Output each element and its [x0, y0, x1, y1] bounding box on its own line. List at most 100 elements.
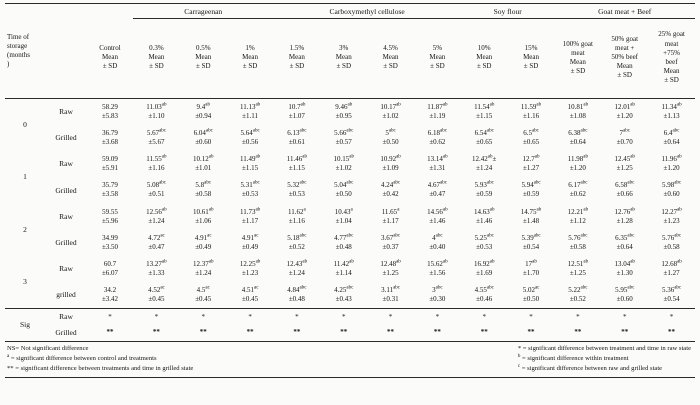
footnote: c = significant difference between raw a… — [517, 364, 663, 373]
value-cell: 4abc ±0.40 — [429, 233, 446, 251]
footnotes-left: NS= Not significant difference a = signif… — [7, 344, 193, 375]
table-head: Time of storage (months) Carrageenan Carboxy… — [5, 3, 695, 99]
group-spacer — [87, 4, 133, 19]
sig-cell: * — [226, 308, 274, 325]
value-cell: 5.32abc ±0.53 — [287, 180, 307, 199]
value-cell: 11.13ab ±1.11 — [239, 102, 261, 120]
footnote: a = significant difference between contr… — [7, 353, 157, 362]
value-cell: 11.34ab ±1.13 — [661, 102, 682, 120]
sig-cell: ** — [413, 325, 461, 342]
value-cell: 6.13abc ±0.61 — [287, 128, 307, 147]
footnote: NS= Not significant difference — [7, 344, 89, 352]
value-cell: 11.03ab ±1.10 — [146, 102, 167, 120]
value-cell: 10.15ab ±1.02 — [333, 154, 354, 173]
table-row: grilled 34.2 ±3.42 4.52ac ±0.45 4.5ac ±0.45 4.5… — [5, 282, 695, 309]
value-cell: 5.93abc ±0.59 — [474, 180, 494, 199]
column-header: 15% Mean ± SD — [507, 18, 555, 99]
sig-cell: * — [133, 308, 180, 325]
column-header: 3% Mean ± SD — [320, 18, 368, 99]
time-label: 3 — [23, 277, 27, 287]
state-label: Raw — [59, 159, 73, 169]
table-row: Grilled 34.99 ±3.50 4.72ac ±0.47 4.91ac ±0.49 4… — [5, 230, 695, 256]
value-cell: 12.21ab ±1.12 — [567, 207, 589, 225]
value-cell: 6.5abc ±0.65 — [522, 128, 540, 147]
state-label: Grilled — [55, 185, 77, 195]
value-cell: 12.42ab± ±1.24 — [472, 154, 497, 173]
value-cell: 12.48ab ±1.25 — [380, 259, 401, 277]
value-cell: 5.31abc ±0.53 — [240, 180, 260, 199]
value-cell: 6.4abc ±0.64 — [663, 128, 680, 147]
footnotes-right: * = significant difference between treat… — [518, 344, 691, 375]
value-cell: 5.18abc ±0.52 — [287, 233, 307, 251]
value-cell: 5.22abc ±0.52 — [568, 285, 588, 304]
value-cell: 5.39abc ±0.54 — [521, 233, 541, 251]
value-cell: 5.04abc ±0.50 — [334, 180, 354, 199]
value-cell: 10.81ab ±1.08 — [567, 102, 589, 120]
value-cell: 5.02ac ±0.50 — [522, 285, 540, 304]
value-cell: 5.8abc ±0.58 — [195, 180, 212, 199]
value-cell: 11.62a ±1.16 — [288, 207, 306, 225]
table-row: 1 Raw 59.09 ±5.91 11.55ab ±1.16 10.12ab ±1.01 11… — [5, 151, 695, 182]
column-header: 1.5% Mean ± SD — [273, 18, 321, 99]
state-column-header — [45, 3, 87, 99]
value-cell: 5abc ±0.50 — [382, 128, 399, 147]
value-cell: 11.98ab ±1.20 — [567, 154, 588, 173]
value-cell: 34.99 ±3.50 — [101, 233, 119, 251]
value-cell: 6.38abc ±0.64 — [568, 128, 588, 147]
column-header: 0.5% Mean ± SD — [179, 18, 227, 99]
footnote: b = significant difference within treatm… — [517, 353, 629, 362]
value-cell: 10.17ab ±1.02 — [380, 102, 401, 120]
column-header: 1% Mean ± SD — [226, 18, 274, 99]
value-cell: 59.09 ±5.91 — [101, 155, 119, 173]
value-cell: 4.25abc ±0.43 — [334, 285, 354, 304]
sig-cell: ** — [179, 325, 227, 342]
footnote: ** = significant difference between trea… — [7, 365, 194, 373]
value-cell: 6.18abc ±0.62 — [427, 128, 447, 147]
value-cell: 34.2 ±3.42 — [101, 286, 119, 304]
sig-cell: ** — [554, 325, 602, 342]
sig-cell: * — [87, 308, 133, 325]
value-cell: 12.68ab ±1.27 — [661, 259, 682, 277]
value-cell: 4.55abc ±0.46 — [474, 285, 494, 304]
state-label: Grilled — [55, 237, 77, 247]
value-cell: 14.63ab ±1.46 — [473, 207, 495, 225]
column-header: Control Mean ± SD — [87, 18, 133, 99]
value-cell: 5.25abc ±0.53 — [474, 233, 494, 251]
state-label: Raw — [59, 264, 73, 274]
value-cell: 4.84abc ±0.48 — [287, 285, 307, 304]
value-cell: 6.35abc ±0.64 — [615, 233, 635, 251]
column-group-header: Soy flour — [460, 3, 555, 19]
time-label: 2 — [23, 224, 27, 234]
value-cell: 59.55 ±5.96 — [101, 207, 119, 225]
table-body: 0 Raw 58.29 ±5.83 11.03ab ±1.10 9.4ab ±0.94 11.1… — [5, 98, 695, 342]
column-header: 5% Mean ± SD — [413, 18, 461, 99]
value-cell: 35.79 ±3.58 — [101, 181, 119, 199]
sig-cell: ** — [460, 325, 508, 342]
sig-cell: * — [367, 308, 414, 325]
table-row: 3 Raw 60.7 ±6.07 13.27ab ±1.33 12.37ab ±1.24 12.… — [5, 256, 695, 287]
column-header: 0.3% Mean ± SD — [133, 18, 180, 99]
value-cell: 10.12ab ±1.01 — [193, 154, 214, 173]
time-of-storage-header: Time of storage (months) — [5, 3, 45, 99]
column-header: 4.5% Mean ± SD — [367, 18, 414, 99]
state-label: Grilled — [45, 325, 87, 342]
value-cell: 3.67abc ±0.37 — [380, 233, 401, 251]
sig-cell: ** — [507, 325, 555, 342]
column-header-row: Control Mean ± SD 0.3% Mean ± SD 0.5% Mean ± SD 1… — [5, 18, 695, 99]
sig-cell: ** — [87, 325, 133, 342]
value-cell: 12.56ab ±1.24 — [146, 207, 167, 225]
table-row: 0 Raw 58.29 ±5.83 11.03ab ±1.10 9.4ab ±0.94 11.1… — [5, 98, 695, 129]
value-cell: 5.08abc ±0.51 — [146, 180, 167, 199]
value-cell: 6.58abc ±0.66 — [615, 180, 635, 199]
value-cell: 14.56ab ±1.46 — [427, 207, 448, 225]
value-cell: 11.87ab ±1.19 — [427, 102, 448, 120]
sig-cell: * — [413, 308, 461, 325]
column-header: 100% goat meat Mean ± SD — [554, 18, 602, 99]
value-cell: 12.25ab ±1.23 — [239, 259, 261, 277]
value-cell: 4.67abc ±0.47 — [427, 180, 447, 199]
value-cell: 13.04ab ±1.30 — [614, 259, 635, 277]
group-header-row: Time of storage (months) Carrageenan Carboxy… — [5, 3, 695, 99]
value-cell: 11.59ab ±1.16 — [520, 102, 542, 120]
value-cell: 9.46ab ±0.95 — [335, 102, 353, 120]
value-cell: 13.14ab ±1.31 — [427, 154, 448, 173]
